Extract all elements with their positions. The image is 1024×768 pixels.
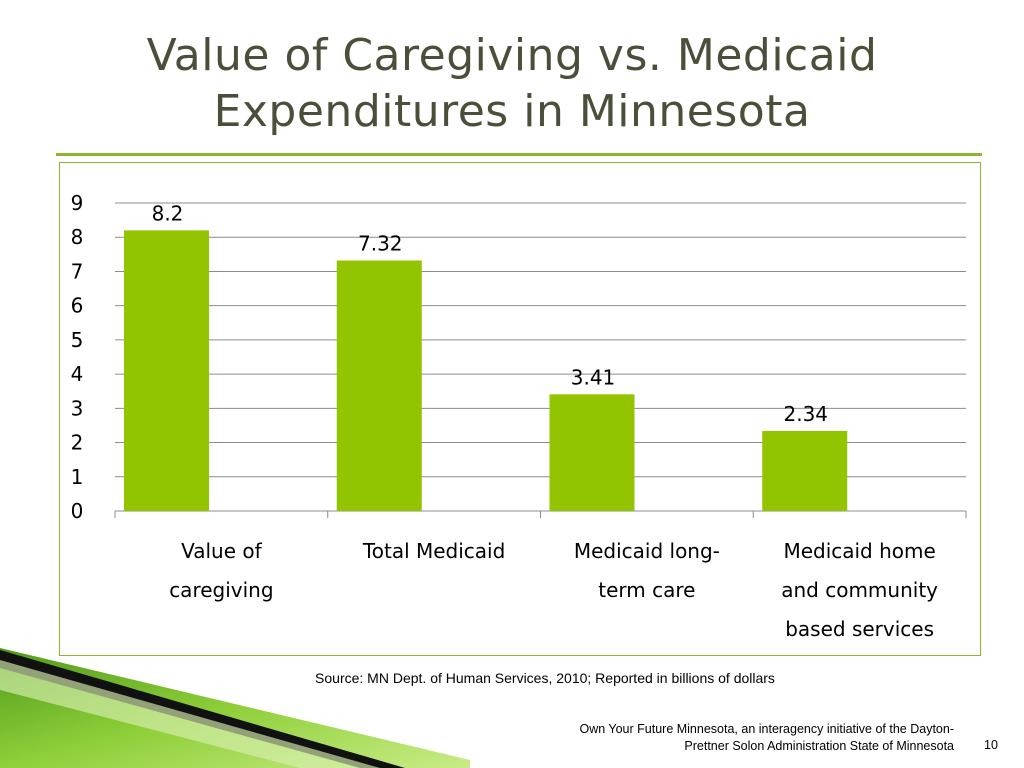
y-tick-label: 6 <box>71 294 84 318</box>
y-tick-label: 5 <box>71 328 84 352</box>
footer-line-1: Own Your Future Minnesota, an interagenc… <box>579 722 954 736</box>
source-note: Source: MN Dept. of Human Services, 2010… <box>315 670 775 686</box>
data-label: 3.41 <box>571 365 616 389</box>
y-tick-label: 8 <box>71 225 84 249</box>
y-tick-label: 4 <box>71 362 84 386</box>
y-tick-label: 7 <box>71 259 84 283</box>
light-swoosh <box>0 660 380 768</box>
bar-chart: 0 1 2 3 4 5 6 7 8 9 8.2 Value of caregiving 7.32 Total… <box>71 191 967 641</box>
bar <box>762 430 848 511</box>
y-tick-label: 3 <box>71 396 84 420</box>
corner-decoration <box>0 648 470 768</box>
y-tick-label: 9 <box>71 191 84 215</box>
page-number: 10 <box>984 738 998 752</box>
slide-title-line-1: Value of Caregiving vs. Medicaid <box>146 30 878 81</box>
category-label: based services <box>785 617 934 641</box>
category-label: term care <box>598 578 695 602</box>
y-tick-label: 1 <box>71 465 84 489</box>
slide-title-line-2: Expenditures in Minnesota <box>213 86 811 137</box>
data-label: 2.34 <box>783 402 828 426</box>
data-label: 7.32 <box>358 231 403 255</box>
bar <box>549 394 635 511</box>
data-label: 8.2 <box>152 201 184 225</box>
bar <box>336 260 422 511</box>
chart-frame: 0 1 2 3 4 5 6 7 8 9 8.2 Value of caregiving 7.32 Total… <box>59 162 981 656</box>
category-label: and community <box>781 578 938 602</box>
category-label: Medicaid home <box>783 539 935 563</box>
bar <box>124 230 209 511</box>
category-label: Value of <box>181 539 263 563</box>
black-swoosh <box>0 650 405 768</box>
title-divider <box>56 153 982 156</box>
footer-credit: Own Your Future Minnesota, an interagenc… <box>494 721 954 755</box>
category-label: Medicaid long- <box>574 539 720 563</box>
footer-line-2: Prettner Solon Administration State of M… <box>684 739 954 753</box>
category-label: Total Medicaid <box>362 539 505 563</box>
green-swoosh <box>0 648 470 768</box>
y-tick-label: 0 <box>71 499 84 523</box>
slide-title: Value of Caregiving vs. Medicaid Expendi… <box>40 28 984 140</box>
y-tick-label: 2 <box>71 431 84 455</box>
category-label: caregiving <box>169 578 273 602</box>
